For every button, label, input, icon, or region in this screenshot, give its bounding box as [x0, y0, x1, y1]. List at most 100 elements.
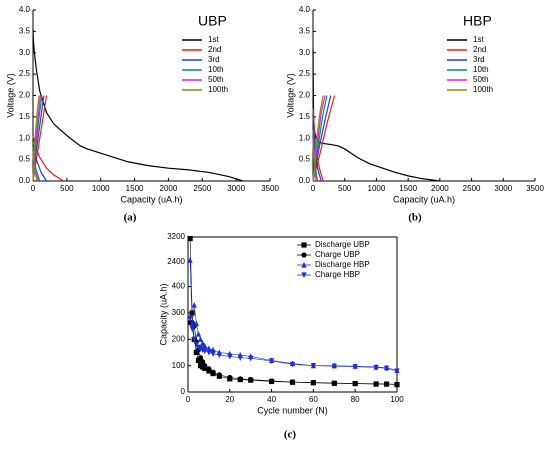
marker	[331, 380, 337, 386]
marker	[269, 358, 275, 365]
marker	[195, 330, 202, 337]
marker	[289, 361, 296, 368]
y-tick-label: 2.0	[299, 91, 311, 100]
marker	[187, 315, 193, 322]
legend-label: 100th	[473, 85, 493, 94]
x-axis-label: Capacity (uA.h)	[120, 194, 182, 204]
marker	[373, 381, 379, 387]
y-tick-label: 2.0	[19, 91, 31, 100]
marker	[394, 381, 400, 387]
y-tick-label: 3200	[167, 232, 185, 241]
marker	[189, 310, 195, 316]
marker	[206, 345, 212, 352]
y-axis-label: Voltage (V)	[285, 73, 295, 118]
y-tick-label: 1.5	[19, 112, 31, 121]
x-tick-label: 3500	[261, 184, 279, 193]
y-tick-label: 3.5	[299, 26, 311, 35]
y-tick-label: 3.0	[299, 48, 311, 57]
marker	[237, 355, 243, 361]
x-tick-label: 20	[225, 395, 234, 404]
marker	[191, 336, 197, 343]
marker	[331, 363, 337, 370]
y-tick-label: 4.0	[19, 5, 31, 14]
y-tick-label: 400	[172, 282, 186, 291]
marker	[310, 363, 316, 369]
x-tick-label: 100	[390, 395, 404, 404]
x-tick-label: 0	[31, 184, 36, 193]
x-tick-label: 60	[309, 395, 318, 404]
x-tick-label: 1000	[368, 184, 386, 193]
x-tick-label: 500	[60, 184, 74, 193]
marker	[206, 349, 212, 356]
panel-label: (c)	[284, 429, 297, 441]
x-tick-label: 3000	[494, 184, 512, 193]
marker	[202, 348, 208, 355]
legend-label: 2nd	[208, 45, 221, 54]
marker	[200, 359, 206, 365]
marker	[383, 381, 390, 387]
y-tick-label: 3.0	[19, 48, 31, 57]
marker	[195, 357, 202, 363]
legend-label: 100th	[208, 85, 228, 94]
series-line	[312, 48, 440, 182]
y-tick-label: 1.0	[299, 133, 311, 142]
marker	[227, 353, 233, 360]
legend-label: Discharge HBP	[315, 260, 370, 269]
marker	[187, 257, 193, 263]
x-tick-label: 0	[186, 395, 191, 404]
y-tick-label: 0.5	[299, 155, 311, 164]
x-tick-label: 40	[267, 395, 276, 404]
legend-label: 3rd	[473, 55, 485, 64]
marker	[227, 374, 233, 381]
x-tick-label: 1500	[126, 184, 144, 193]
marker	[202, 363, 208, 369]
marker	[202, 342, 208, 349]
marker	[191, 301, 197, 308]
y-tick-label: 100	[172, 361, 186, 370]
x-tick-label: 2000	[431, 184, 449, 193]
marker	[216, 352, 222, 359]
legend-marker	[301, 242, 307, 248]
y-tick-label: 2.5	[19, 69, 31, 78]
panel-label: (a)	[124, 212, 137, 224]
legend-label: 3rd	[208, 55, 220, 64]
x-tick-label: 1000	[92, 184, 110, 193]
y-axis-label: Capacity (uA.h)	[158, 283, 168, 345]
panel-annotation: UBP	[198, 13, 227, 29]
marker	[269, 378, 275, 384]
marker	[352, 364, 358, 370]
marker	[193, 349, 199, 356]
marker	[248, 377, 254, 383]
legend-label: Charge UBP	[315, 250, 360, 259]
marker	[248, 355, 254, 362]
marker	[200, 340, 206, 346]
x-tick-label: 500	[338, 184, 352, 193]
legend-label: 10th	[473, 65, 489, 74]
series-line	[189, 260, 398, 371]
marker	[189, 320, 195, 327]
legend-label: Charge HBP	[315, 270, 360, 279]
legend-marker	[301, 261, 307, 268]
marker	[394, 368, 400, 375]
y-tick-label: 300	[172, 308, 186, 317]
y-axis-label: Voltage (V)	[5, 73, 15, 118]
legend-label: 50th	[208, 75, 224, 84]
marker	[187, 235, 193, 242]
series-line	[32, 95, 40, 182]
marker	[237, 376, 243, 382]
y-tick-label: 3.5	[19, 26, 31, 35]
x-axis-label: Cycle number (N)	[257, 405, 328, 415]
y-tick-label: 1.0	[19, 133, 31, 142]
legend-label: 2nd	[473, 45, 486, 54]
marker	[210, 351, 216, 357]
legend-marker	[301, 272, 307, 279]
series-line	[312, 95, 324, 182]
x-tick-label: 3500	[526, 184, 544, 193]
legend-label: 1st	[208, 35, 219, 44]
legend-label: 10th	[208, 65, 224, 74]
x-tick-label: 0	[311, 184, 316, 193]
marker	[216, 372, 222, 378]
marker	[189, 326, 195, 332]
y-tick-label: 0.0	[19, 176, 31, 185]
